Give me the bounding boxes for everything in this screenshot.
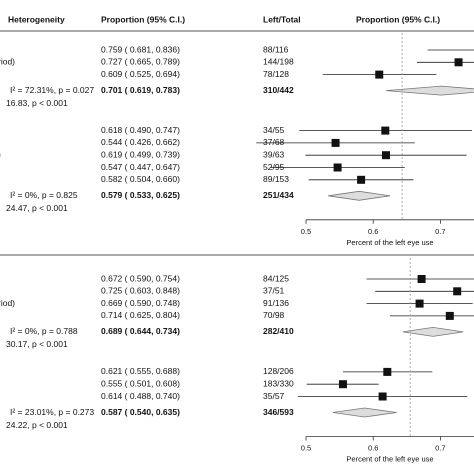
ci-label: 0.618 ( 0.490, 0.747) [101,125,180,135]
point-estimate [417,275,426,283]
ci-label: 0.727 ( 0.665, 0.789) [101,57,180,67]
left-total: 37/51 [263,286,285,296]
point-estimate [381,151,390,160]
left-total: 70/98 [263,310,285,320]
heterogeneity: I² = 0%, p = 0.788 [10,326,78,336]
ci-label: 0.759 ( 0.681, 0.836) [101,44,180,54]
overall-test: 16.83, p < 0.001 [6,98,68,108]
x-tick-label: 0.6 [368,227,378,236]
summary-diamond [332,407,397,418]
x-tick-label: 0.7 [435,443,445,452]
column-header: Left/Total [263,14,301,24]
point-estimate [415,299,424,308]
left-total: 128/206 [263,366,294,376]
point-estimate [357,175,366,184]
left-total: 78/128 [263,69,289,79]
left-total: 89/153 [263,174,289,184]
point-estimate [383,367,392,376]
ci-label: 0.582 ( 0.504, 0.660) [101,174,180,184]
heterogeneity: I² = 0%, p = 0.825 [10,190,78,200]
x-axis-label: Percent of the left eye use [346,238,433,247]
point-estimate [338,380,347,389]
heterogeneity: I² = 23.01%, p = 0.273 [10,407,94,417]
left-total: 183/330 [263,378,294,388]
left-total: 88/116 [263,44,289,54]
overall-test: 24.22, p < 0.001 [6,420,68,430]
point-estimate [378,392,387,401]
left-total: 144/198 [263,57,294,67]
left-total: 52/95 [263,162,285,172]
left-total: 37/68 [263,137,285,147]
left-total: 84/125 [263,273,289,283]
left-total: 39/63 [263,149,285,159]
summary-diamond [402,326,464,337]
summary-label: 0.587 ( 0.540, 0.635) [101,407,180,417]
x-tick-label: 0.5 [301,227,311,236]
ci-label: 0.619 ( 0.499, 0.739) [101,149,180,159]
column-header: Heterogeneity [8,14,65,24]
overall-test: 30.17, p < 0.001 [6,339,68,349]
ci-label: 0.621 ( 0.555, 0.688) [101,366,180,376]
point-estimate [454,58,463,67]
row-note: ) [0,149,1,159]
row-note: riod) [0,298,15,308]
point-estimate [375,70,384,79]
column-header: Proportion (95% C.I.) [356,14,440,24]
x-axis-label: Percent of the left eye use [346,454,433,463]
ci-label: 0.544 ( 0.426, 0.662) [101,137,180,147]
summary-total: 310/442 [263,85,294,95]
point-estimate [453,287,462,296]
x-tick-label: 0.5 [301,443,311,452]
summary-total: 346/593 [263,407,294,417]
summary-diamond [385,85,474,96]
summary-label: 0.701 ( 0.619, 0.783) [101,85,180,95]
heterogeneity: I² = 72.31%, p = 0.027 [10,85,94,95]
point-estimate [333,163,342,172]
x-tick-label: 0.7 [435,227,445,236]
summary-diamond [328,190,391,201]
left-total: 34/55 [263,125,285,135]
ci-label: 0.547 ( 0.447, 0.647) [101,162,180,172]
column-header: Proportion (95% C.I.) [101,14,185,24]
left-total: 91/136 [263,298,289,308]
summary-label: 0.579 ( 0.533, 0.625) [101,190,180,200]
x-tick-label: 0.6 [368,443,378,452]
point-estimate [331,138,340,147]
ci-label: 0.614 ( 0.488, 0.740) [101,391,180,401]
point-estimate [445,311,454,320]
summary-total: 282/410 [263,326,294,336]
ci-label: 0.672 ( 0.590, 0.754) [101,273,180,283]
row-note: riod) [0,57,15,67]
overall-test: 24.47, p < 0.001 [6,203,68,213]
summary-total: 251/434 [263,190,294,200]
summary-label: 0.689 ( 0.644, 0.734) [101,326,180,336]
ci-label: 0.555 ( 0.501, 0.608) [101,378,180,388]
left-total: 35/57 [263,391,285,401]
ci-label: 0.714 ( 0.625, 0.804) [101,310,180,320]
ci-label: 0.669 ( 0.590, 0.748) [101,298,180,308]
ci-label: 0.725 ( 0.603, 0.848) [101,286,180,296]
point-estimate [381,126,390,135]
ci-label: 0.609 ( 0.525, 0.694) [101,69,180,79]
